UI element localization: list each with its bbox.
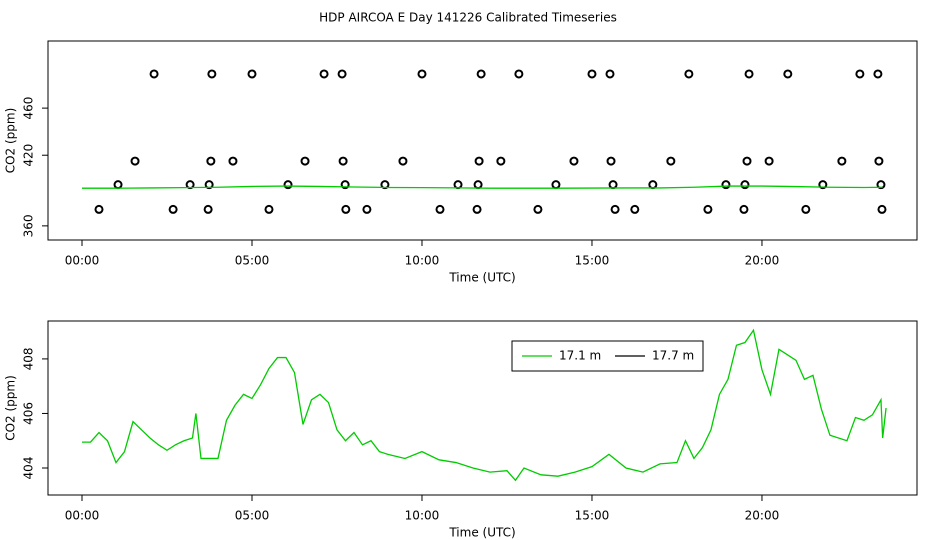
point xyxy=(873,69,883,79)
point xyxy=(228,156,238,166)
point xyxy=(453,180,463,190)
point xyxy=(648,180,658,190)
point xyxy=(514,69,524,79)
line xyxy=(82,185,883,189)
point xyxy=(703,204,713,214)
y-axis-label: CO2 (ppm) xyxy=(4,375,18,441)
point xyxy=(474,156,484,166)
x-tick-label: 20:00 xyxy=(745,254,780,268)
point xyxy=(608,180,618,190)
point xyxy=(740,180,750,190)
y-tick-label: 460 xyxy=(22,97,36,120)
y-tick-label: 360 xyxy=(22,214,36,237)
line xyxy=(82,328,887,482)
point xyxy=(666,156,676,166)
point xyxy=(472,204,482,214)
point xyxy=(203,204,213,214)
point xyxy=(168,204,178,214)
point xyxy=(283,180,293,190)
page-title: HDP AIRCOA E Day 141226 Calibrated Times… xyxy=(319,11,617,25)
point xyxy=(94,204,104,214)
point xyxy=(319,69,329,79)
point xyxy=(435,204,445,214)
point xyxy=(569,156,579,166)
point xyxy=(739,204,749,214)
point xyxy=(610,204,620,214)
point xyxy=(398,156,408,166)
legend-label: 17.7 m xyxy=(652,349,694,363)
point xyxy=(337,69,347,79)
point xyxy=(818,180,828,190)
x-tick-label: 10:00 xyxy=(405,509,440,523)
x-tick-label: 15:00 xyxy=(575,254,610,268)
point xyxy=(551,180,561,190)
point xyxy=(130,156,140,166)
y-tick-label: 404 xyxy=(22,457,36,480)
point xyxy=(207,69,217,79)
point xyxy=(876,180,886,190)
point xyxy=(855,69,865,79)
x-tick-label: 10:00 xyxy=(405,254,440,268)
point xyxy=(684,69,694,79)
point xyxy=(496,156,506,166)
point xyxy=(783,69,793,79)
point xyxy=(764,156,774,166)
point xyxy=(247,69,257,79)
y-tick-label: 408 xyxy=(22,347,36,370)
point xyxy=(341,204,351,214)
plot-frame xyxy=(47,320,918,496)
point xyxy=(264,204,274,214)
point xyxy=(533,204,543,214)
point xyxy=(721,180,731,190)
point xyxy=(300,156,310,166)
x-tick-label: 00:00 xyxy=(65,254,100,268)
point xyxy=(801,204,811,214)
point xyxy=(473,180,483,190)
point xyxy=(742,156,752,166)
point xyxy=(605,69,615,79)
legend-label: 17.1 m xyxy=(559,349,601,363)
y-tick-label: 406 xyxy=(22,402,36,425)
point xyxy=(206,156,216,166)
x-tick-label: 00:00 xyxy=(65,509,100,523)
point xyxy=(338,156,348,166)
x-axis-label: Time (UTC) xyxy=(448,526,515,540)
point xyxy=(149,69,159,79)
x-axis-label: Time (UTC) xyxy=(448,271,515,285)
point xyxy=(204,180,214,190)
x-tick-label: 05:00 xyxy=(235,509,270,523)
point xyxy=(362,204,372,214)
point xyxy=(113,180,123,190)
point xyxy=(340,180,350,190)
point xyxy=(630,204,640,214)
point xyxy=(587,69,597,79)
y-axis-label: CO2 (ppm) xyxy=(4,108,18,174)
point xyxy=(380,180,390,190)
plot-frame xyxy=(47,40,918,241)
x-tick-label: 20:00 xyxy=(745,509,780,523)
point xyxy=(417,69,427,79)
point xyxy=(874,156,884,166)
x-tick-label: 05:00 xyxy=(235,254,270,268)
point xyxy=(877,204,887,214)
point xyxy=(837,156,847,166)
point xyxy=(744,69,754,79)
point xyxy=(606,156,616,166)
point xyxy=(476,69,486,79)
y-tick-label: 420 xyxy=(22,144,36,167)
x-tick-label: 15:00 xyxy=(575,509,610,523)
